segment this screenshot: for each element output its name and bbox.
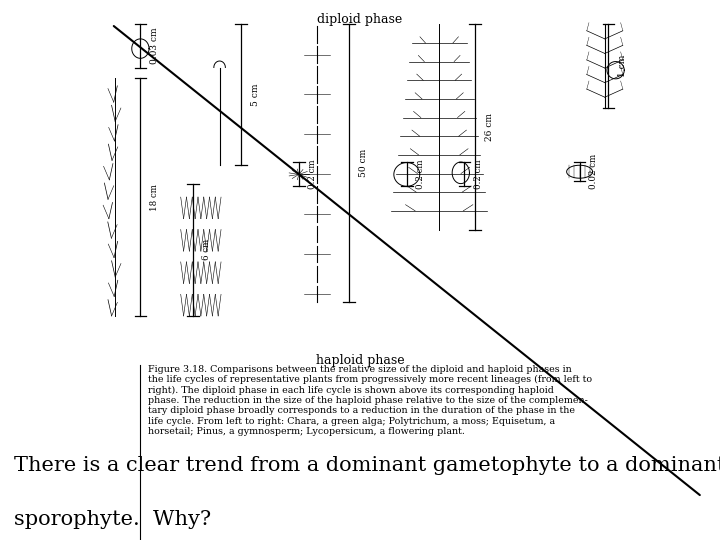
Text: 0.2 cm: 0.2 cm — [416, 159, 425, 189]
Text: 6 cm: 6 cm — [202, 239, 212, 260]
Text: 18 cm: 18 cm — [150, 184, 159, 211]
Text: 5 cm: 5 cm — [251, 83, 260, 106]
Text: 0.02 cm: 0.02 cm — [589, 154, 598, 189]
Text: 0.03 cm: 0.03 cm — [150, 28, 159, 64]
Text: haploid phase: haploid phase — [315, 354, 405, 367]
Text: Figure 3.18. Comparisons between the relative size of the diploid and haploid ph: Figure 3.18. Comparisons between the rel… — [148, 364, 592, 436]
Text: 1 cm: 1 cm — [618, 55, 626, 77]
Text: diploid phase: diploid phase — [318, 14, 402, 26]
Text: There is a clear trend from a dominant gametophyte to a dominant: There is a clear trend from a dominant g… — [14, 456, 720, 475]
Text: 0.2 cm: 0.2 cm — [308, 159, 317, 189]
Text: sporophyte.  Why?: sporophyte. Why? — [14, 510, 212, 529]
Text: 26 cm: 26 cm — [485, 113, 494, 141]
Text: 0.2 cm: 0.2 cm — [474, 159, 483, 189]
Text: 50 cm: 50 cm — [359, 149, 368, 178]
